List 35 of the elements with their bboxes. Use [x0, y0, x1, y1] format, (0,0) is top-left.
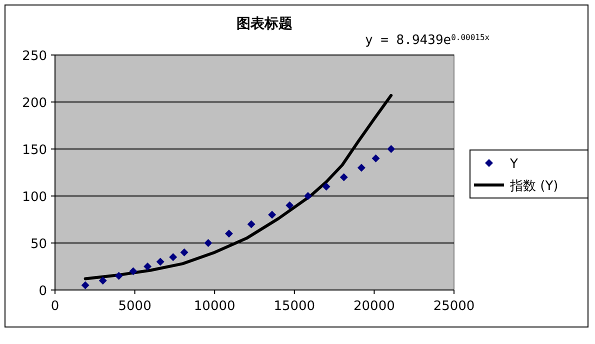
- chart-title: 图表标题: [236, 16, 292, 32]
- point: [268, 210, 276, 219]
- point: [98, 276, 107, 285]
- point: [340, 173, 348, 182]
- point: [156, 258, 164, 266]
- x-tick-label: 15000: [274, 299, 316, 314]
- x-tick-label: 10000: [194, 299, 236, 314]
- point: [387, 145, 396, 153]
- legend-label: 指数 (Y): [509, 179, 558, 194]
- point: [204, 239, 212, 247]
- x-tick-label: 0: [50, 299, 60, 314]
- point: [322, 182, 330, 191]
- x-tick-label: 5000: [118, 299, 152, 314]
- point: [304, 192, 312, 200]
- x-tick-label: 20000: [354, 299, 395, 314]
- y-tick-label: 0: [38, 284, 47, 299]
- y-tick-label: 200: [22, 96, 47, 111]
- point: [286, 201, 294, 210]
- point: [114, 272, 123, 280]
- point: [129, 267, 138, 276]
- y-tick-label: 50: [30, 237, 47, 252]
- y-tick-label: 150: [22, 143, 47, 158]
- point: [224, 230, 233, 238]
- text: y = 8.9439e$^{0.00015x}$: [365, 32, 490, 48]
- x-tick-label: 25000: [433, 299, 475, 314]
- y-tick-label: 250: [22, 49, 47, 64]
- point: [169, 253, 178, 262]
- y-tick-label: 100: [22, 190, 47, 205]
- legend-label: Y: [509, 157, 518, 172]
- point: [372, 154, 380, 162]
- point: [144, 262, 152, 270]
- point: [180, 248, 188, 256]
- point: [81, 281, 90, 290]
- point: [247, 220, 256, 228]
- point: [357, 164, 366, 172]
